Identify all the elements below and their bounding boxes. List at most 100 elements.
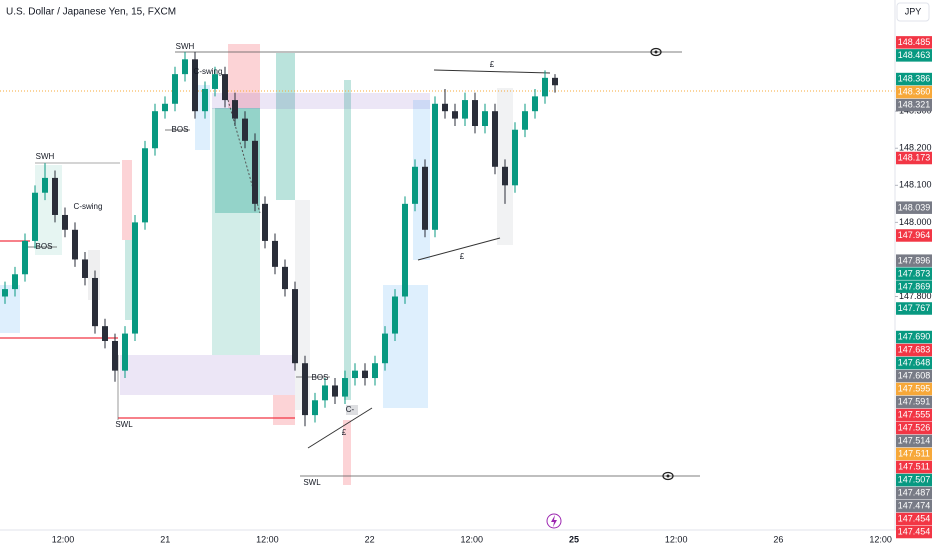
x-tick-label: 12:00 xyxy=(869,534,892,544)
price-tag-label: 147.514 xyxy=(898,436,931,446)
currency-button[interactable] xyxy=(896,2,930,22)
price-tag-label: 147.526 xyxy=(898,423,931,433)
candle-body xyxy=(362,370,368,379)
annotation: £ xyxy=(460,252,465,261)
eye-icon xyxy=(650,47,662,57)
price-tag xyxy=(896,280,932,293)
x-tick-label: 12:00 xyxy=(665,534,688,544)
y-tick-label: 148.200 xyxy=(899,143,932,153)
candle-body xyxy=(532,96,538,112)
candle-body xyxy=(512,129,518,186)
price-tag-label: 147.873 xyxy=(898,268,931,278)
candle-body xyxy=(202,88,208,112)
price-tag-label: 147.487 xyxy=(898,488,931,498)
x-tick-label: 12:00 xyxy=(52,534,75,544)
candle-body xyxy=(82,259,88,278)
candle-body xyxy=(412,166,418,204)
price-tag-label: 147.454 xyxy=(898,514,931,524)
currency[interactable]: JPY xyxy=(905,6,922,16)
price-tag-label: 147.454 xyxy=(898,527,931,537)
x-tick-label: 22 xyxy=(365,534,375,544)
y-tick-label: 148.100 xyxy=(899,180,932,190)
price-tag xyxy=(896,473,932,487)
candle-body xyxy=(122,333,128,371)
trend-line xyxy=(417,237,501,261)
x-tick-label: 12:00 xyxy=(461,534,484,544)
trend-line xyxy=(307,407,373,449)
zone xyxy=(212,93,430,109)
candle-body xyxy=(262,203,268,241)
candle-body xyxy=(42,177,48,193)
price-tag xyxy=(896,408,932,422)
price-tag-label: 147.767 xyxy=(898,303,931,313)
price-tag xyxy=(896,512,932,526)
annotation: BOS xyxy=(172,125,189,134)
price-tag xyxy=(896,98,932,112)
candle-body xyxy=(12,274,18,290)
x-tick-label: 26 xyxy=(773,534,783,544)
price-tag xyxy=(896,85,932,99)
price-tag-label: 147.511 xyxy=(898,449,930,459)
price-tag xyxy=(896,434,932,448)
price-tag-label: 148.039 xyxy=(898,202,931,212)
candle-body xyxy=(472,100,478,127)
annotation: SWH xyxy=(36,152,55,161)
chart-title: U.S. Dollar / Japanese Yen, 15, FXCM xyxy=(6,7,176,18)
candle-body xyxy=(52,177,58,215)
price-tag xyxy=(896,254,932,267)
price-tag xyxy=(896,369,932,383)
candle-body xyxy=(102,326,108,341)
candle-body xyxy=(2,289,8,297)
y-tick-label: 148.000 xyxy=(899,217,932,227)
price-tag xyxy=(896,302,932,315)
price-tag-label: 147.608 xyxy=(898,371,931,381)
lightning-icon[interactable] xyxy=(546,513,562,529)
candle-body xyxy=(342,378,348,397)
zone xyxy=(120,355,295,395)
price-tag xyxy=(896,229,932,242)
eye-icon xyxy=(662,471,674,481)
candle-body xyxy=(352,370,358,379)
price-tag-label: 147.595 xyxy=(898,384,931,394)
price-tag xyxy=(896,151,932,165)
candle-body xyxy=(182,59,188,75)
annotation: £ xyxy=(490,60,495,69)
candle-body xyxy=(272,240,278,267)
annotations: SWH C-swing BOS SWH C-swing BOS SWL BOS SWL £ £ £ C- xyxy=(36,42,495,487)
annotation: C- xyxy=(346,405,355,414)
price-tag xyxy=(896,395,932,409)
price-tag-label: 147.683 xyxy=(898,345,931,355)
price-tag-label: 147.474 xyxy=(898,501,931,511)
annotation: SWL xyxy=(303,478,321,487)
candle-body xyxy=(212,74,218,89)
candle-body xyxy=(142,148,148,223)
zone xyxy=(344,80,351,400)
price-tag-label: 148.463 xyxy=(898,50,931,60)
candle-body xyxy=(92,277,98,327)
price-tag-label: 148.360 xyxy=(898,87,931,97)
price-tag xyxy=(896,421,932,435)
trend-line xyxy=(433,69,551,74)
candle-body xyxy=(112,340,118,371)
candle-body xyxy=(282,266,288,290)
price-tag xyxy=(896,343,932,357)
candle-body xyxy=(252,140,258,204)
candle-body xyxy=(382,333,388,364)
candle-body xyxy=(492,111,498,167)
price-tag xyxy=(896,525,932,539)
price-tag-label: 148.321 xyxy=(898,100,931,110)
price-tag xyxy=(896,382,932,396)
candle-body xyxy=(192,59,198,112)
candle-body xyxy=(242,118,248,141)
annotation: C-swing xyxy=(194,67,223,76)
candle-body xyxy=(392,296,398,334)
price-tag-label: 147.690 xyxy=(898,332,931,342)
candle-body xyxy=(542,77,548,97)
price-tag-label: 147.555 xyxy=(898,410,931,420)
price-tag xyxy=(896,330,932,344)
price-tag-label: 148.173 xyxy=(898,153,931,163)
price-tag xyxy=(896,267,932,280)
candle-body xyxy=(322,385,328,401)
price-tag-label: 148.485 xyxy=(898,37,931,47)
zones xyxy=(0,44,513,485)
